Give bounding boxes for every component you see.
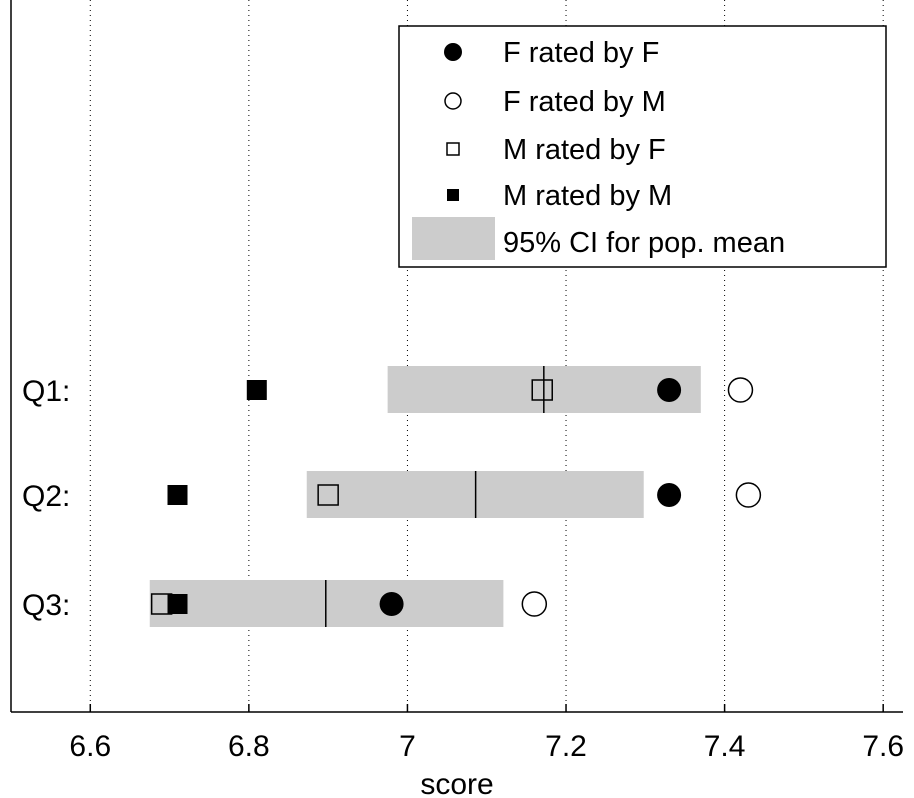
ci-bar-3 [149,580,504,627]
legend-marker-2 [444,92,462,110]
marker-s2-q2 [735,482,762,508]
x-tick-label-2: 7 [399,730,416,763]
marker-s4-q3 [167,594,188,614]
marker-s4-q2 [167,485,188,505]
x-tick-label-3: 7.2 [545,730,587,763]
x-tick-label-1: 6.8 [228,730,270,763]
x-tick-label-4: 7.4 [704,730,746,763]
marker-s2-q3 [521,591,548,617]
x-axis-label: score [420,768,493,798]
legend-label-4: M rated by M [503,180,672,212]
category-label-q2: Q2: [22,480,70,513]
legend-marker-3 [446,142,460,156]
legend-label-3: M rated by F [503,134,666,166]
category-label-q3: Q3: [22,589,70,622]
legend-marker-4 [447,189,459,201]
data-markers [150,377,762,617]
legend-marker-1 [444,43,462,61]
legend-label-2: F rated by M [503,86,666,118]
grid-lines [89,0,884,712]
legend-label-ci: 95% CI for pop. mean [503,227,785,259]
marker-s4-q1 [246,380,267,400]
legend-ci-swatch [412,217,495,260]
x-tick-label-5: 7.6 [862,730,904,763]
marker-s3-q2 [317,484,339,506]
x-tick-label-0: 6.6 [69,730,111,763]
marker-s2-q1 [727,377,754,403]
marker-s1-q3 [379,592,404,616]
axes: 6.6 6.8 7 7.2 7.4 7.6 score Q1: Q2: Q3: [10,0,904,798]
marker-s1-q1 [657,378,682,402]
confidence-intervals [149,366,701,627]
marker-s3-q1 [531,379,553,401]
legend: F rated by F F rated by M M rated by F M ra… [398,25,887,268]
category-label-q1: Q1: [22,375,70,408]
marker-s1-q2 [657,483,682,507]
legend-label-1: F rated by F [503,37,659,69]
